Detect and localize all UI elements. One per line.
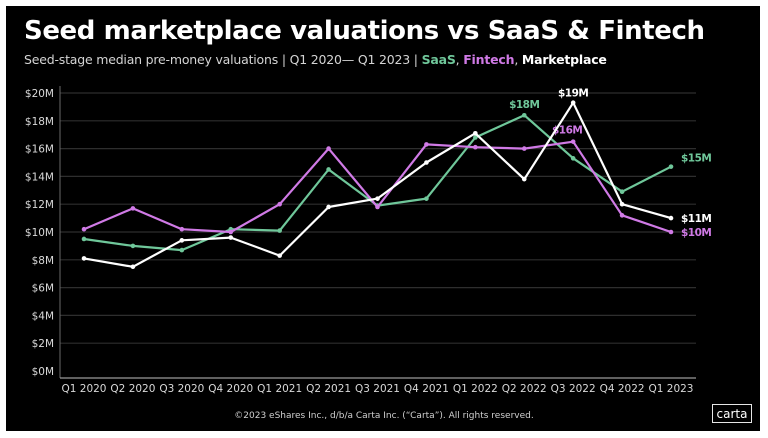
- y-tick-label: $10M: [25, 227, 54, 239]
- y-tick-label: $0M: [32, 366, 54, 378]
- data-point-fintech: [424, 142, 429, 147]
- data-point-fintech: [228, 229, 234, 235]
- data-point-marketplace: [81, 256, 87, 261]
- data-point-fintech: [81, 226, 87, 232]
- data-point-marketplace: [473, 131, 478, 136]
- data-point-fintech: [326, 146, 331, 151]
- data-point-marketplace: [326, 204, 331, 210]
- y-tick-label: $4M: [32, 310, 54, 322]
- data-label-fintech: $10M: [681, 227, 711, 239]
- legend-saas: SaaS: [421, 52, 456, 67]
- y-tick-label: $20M: [25, 88, 54, 100]
- data-point-fintech: [179, 226, 185, 232]
- legend-separator: ,: [514, 52, 522, 67]
- x-tick-label: Q3 2021: [355, 383, 400, 395]
- data-point-fintech: [277, 201, 282, 207]
- data-point-saas: [81, 236, 87, 242]
- series-line-fintech: [83, 140, 672, 234]
- x-tick-label: Q4 2022: [600, 383, 645, 395]
- x-tick-label: Q3 2020: [159, 383, 204, 395]
- data-point-saas: [521, 112, 527, 118]
- x-tick-label: Q1 2023: [648, 383, 693, 395]
- chart-title: Seed marketplace valuations vs SaaS & Fi…: [24, 16, 705, 46]
- x-tick-label: Q1 2021: [257, 383, 302, 395]
- data-point-saas: [326, 167, 331, 172]
- chart-subtitle: Seed-stage median pre-money valuations |…: [24, 52, 607, 67]
- x-tick-label: Q2 2021: [306, 383, 351, 395]
- data-point-saas: [179, 247, 185, 253]
- data-point-saas: [570, 156, 576, 161]
- x-tick-label: Q1 2022: [453, 383, 498, 395]
- x-tick-label: Q4 2021: [404, 383, 449, 395]
- data-point-marketplace: [521, 176, 527, 182]
- x-tick-label: Q2 2022: [502, 383, 547, 395]
- subtitle-text: Seed-stage median pre-money valuations |…: [24, 52, 422, 67]
- y-tick-label: $18M: [25, 116, 54, 128]
- x-tick-label: Q1 2020: [61, 383, 106, 395]
- data-point-saas: [473, 135, 478, 140]
- series-line-marketplace: [83, 101, 672, 268]
- data-point-fintech: [570, 139, 576, 144]
- data-point-marketplace: [277, 253, 282, 258]
- data-point-saas: [424, 196, 429, 201]
- y-tick-label: $14M: [25, 171, 54, 183]
- data-point-fintech: [668, 229, 674, 235]
- y-tick-label: $2M: [32, 338, 54, 350]
- data-point-fintech: [619, 213, 625, 218]
- data-point-fintech: [473, 144, 478, 150]
- y-tick-label: $12M: [25, 199, 54, 211]
- data-label-marketplace: $11M: [681, 213, 711, 225]
- data-point-saas: [668, 164, 674, 169]
- legend-separator: ,: [455, 52, 464, 67]
- data-point-saas: [130, 243, 136, 249]
- series-line-saas: [83, 114, 672, 252]
- carta-logo: carta: [712, 404, 752, 423]
- data-point-marketplace: [130, 264, 136, 270]
- data-point-fintech: [521, 146, 527, 151]
- legend-fintech: Fintech: [463, 52, 515, 67]
- data-point-saas: [619, 189, 625, 194]
- legend-marketplace: Marketplace: [521, 52, 607, 67]
- x-tick-label: Q4 2020: [208, 383, 253, 395]
- y-tick-label: $16M: [25, 144, 54, 156]
- x-tick-label: Q3 2022: [551, 383, 596, 395]
- data-point-marketplace: [619, 201, 625, 207]
- y-tick-label: $8M: [32, 255, 54, 267]
- data-point-marketplace: [570, 100, 576, 106]
- data-point-marketplace: [668, 215, 674, 221]
- data-point-marketplace: [424, 160, 429, 165]
- data-point-fintech: [130, 206, 136, 211]
- y-tick-label: $6M: [32, 283, 54, 295]
- data-label-saas: $15M: [681, 153, 711, 165]
- data-point-marketplace: [179, 238, 185, 243]
- data-point-marketplace: [228, 235, 234, 240]
- data-point-saas: [277, 228, 282, 233]
- data-point-fintech: [375, 204, 380, 210]
- data-label-marketplace: $19M: [558, 88, 588, 100]
- data-label-fintech: $16M: [552, 125, 582, 137]
- x-tick-label: Q2 2020: [110, 383, 155, 395]
- data-label-saas: $18M: [509, 99, 539, 111]
- copyright-footer: ©2023 eShares Inc., d/b/a Carta Inc. (“C…: [234, 411, 534, 421]
- data-point-marketplace: [375, 196, 380, 201]
